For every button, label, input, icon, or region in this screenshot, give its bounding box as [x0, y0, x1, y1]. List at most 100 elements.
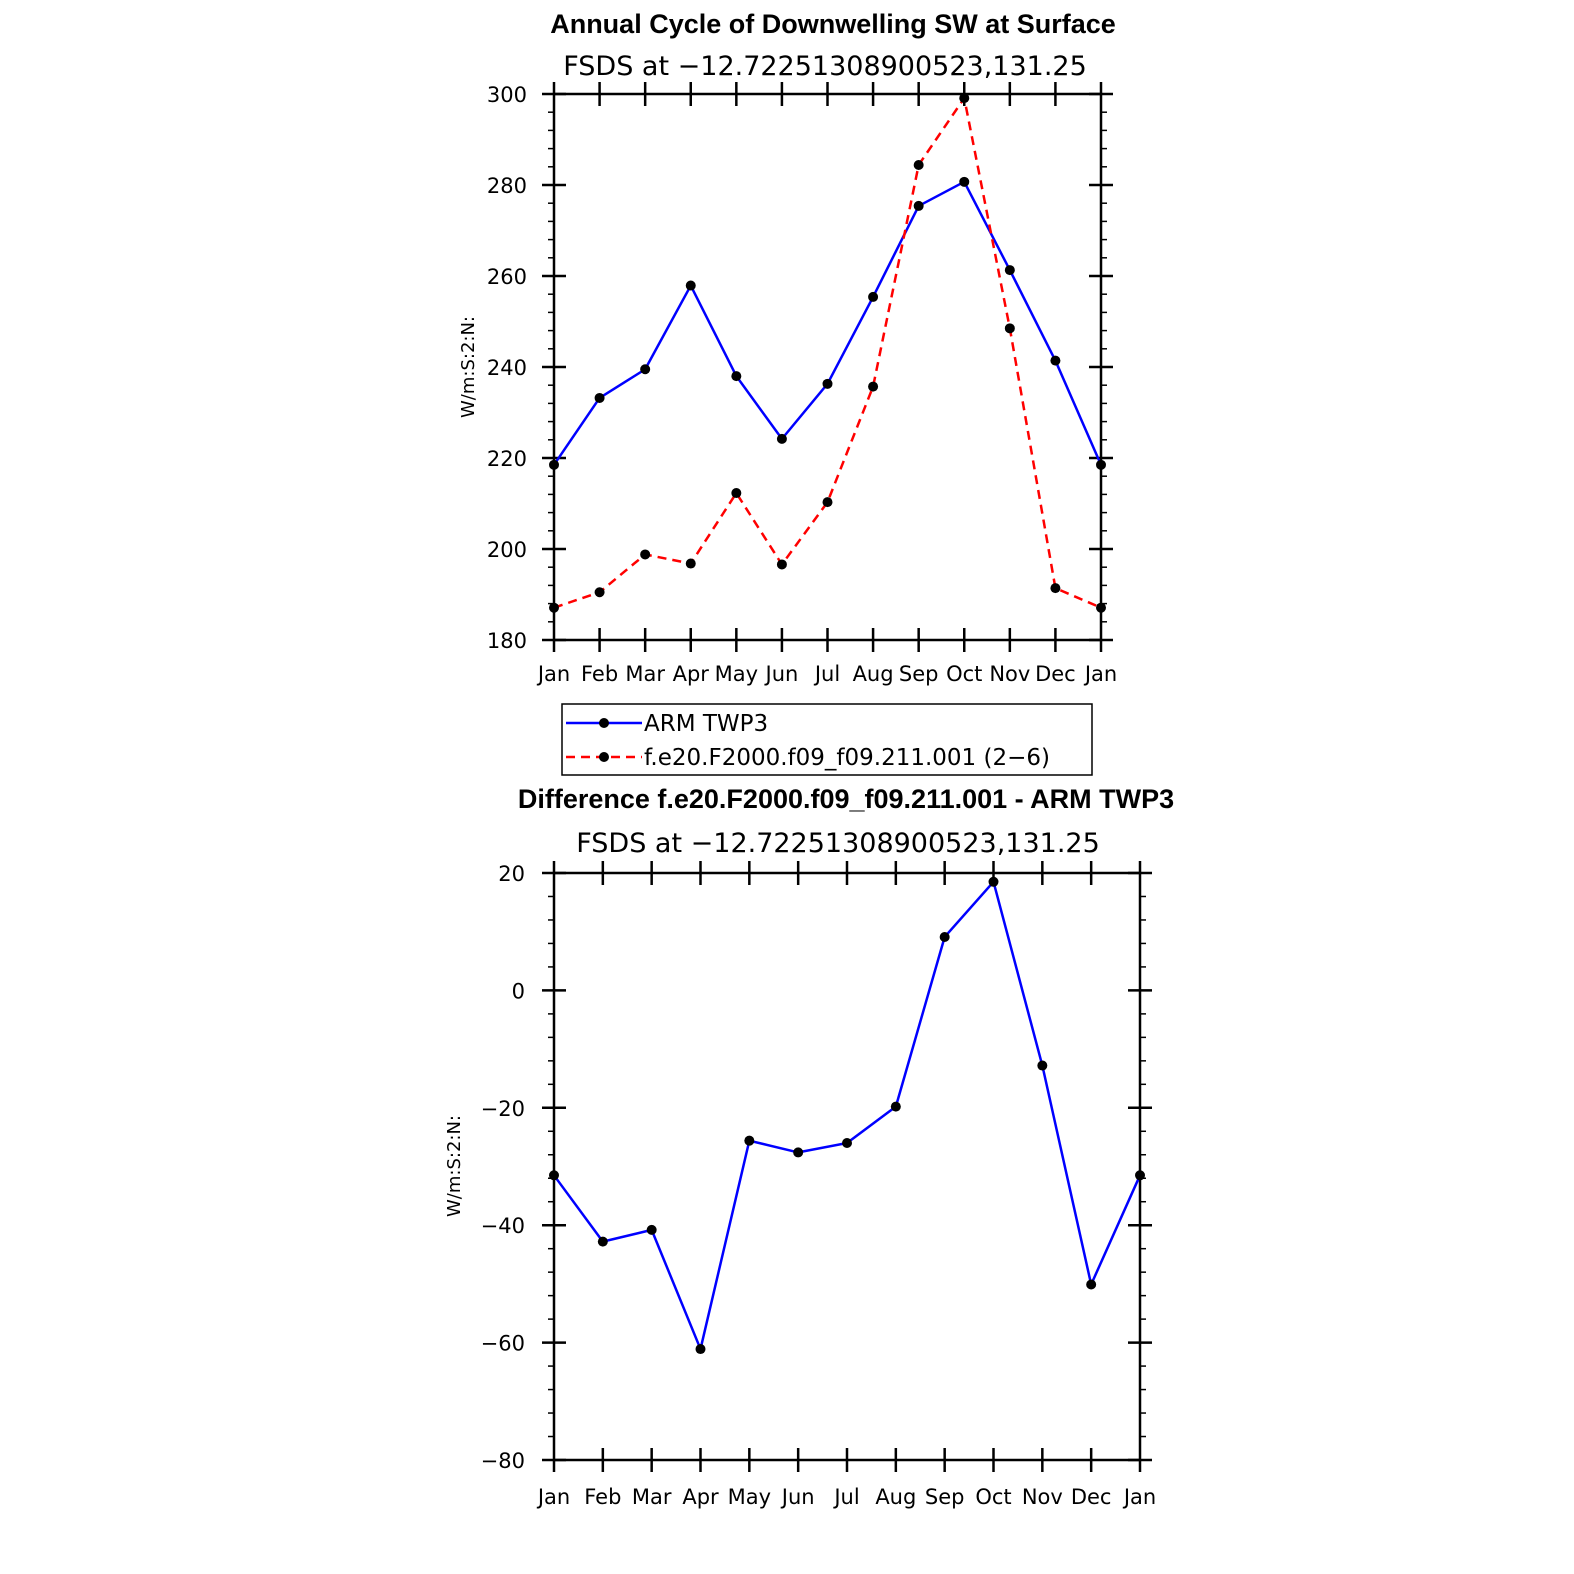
y-tick-label: 260	[487, 265, 527, 289]
series-line-0	[552, 180, 1103, 466]
y-tick-label: 300	[487, 83, 527, 107]
y-tick-label: 220	[487, 447, 527, 471]
series-0-point	[793, 1147, 804, 1158]
chart-title: Annual Cycle of Downwelling SW at Surfac…	[550, 9, 1116, 39]
series-1-point	[1004, 323, 1015, 334]
series-0-point	[731, 371, 742, 382]
axis-ticks	[542, 861, 1152, 1472]
x-tick-label: May	[715, 662, 758, 686]
series-1-point	[685, 558, 696, 569]
series-0-point	[549, 459, 559, 470]
y-tick-label: −40	[481, 1214, 525, 1238]
x-tick-label: Oct	[975, 1485, 1011, 1509]
series-line-0	[552, 880, 1142, 1351]
series-0-point	[890, 1101, 901, 1112]
series-1-point	[1096, 602, 1106, 613]
y-tick-label: −60	[481, 1332, 525, 1356]
x-tick-label: Jul	[832, 1485, 859, 1509]
series-0-point	[744, 1135, 755, 1146]
legend-label-arm: ARM TWP3	[644, 711, 768, 737]
x-tick-label: Feb	[581, 662, 618, 686]
y-tick-label: 240	[487, 356, 527, 380]
x-tick-label: Jan	[536, 662, 570, 686]
y-tick-labels: 180 200 220 240 260 280 300	[487, 83, 527, 653]
x-tick-label: Apr	[682, 1485, 719, 1509]
series-1-point	[640, 549, 651, 560]
x-tick-label: Dec	[1071, 1485, 1112, 1509]
series-0-point	[549, 1170, 559, 1181]
axis-ticks	[542, 82, 1113, 652]
x-tick-label: Nov	[989, 662, 1030, 686]
x-tick-label: Jun	[780, 1485, 815, 1509]
series-0-point	[913, 200, 924, 211]
series-1-point	[594, 587, 605, 598]
x-tick-label: Jan	[1083, 662, 1117, 686]
series-1-point	[549, 602, 559, 613]
y-tick-label: 0	[512, 979, 525, 1003]
annual-cycle-chart: Annual Cycle of Downwelling SW at Surfac…	[458, 9, 1117, 686]
series-0-point	[1086, 1279, 1097, 1290]
y-tick-labels: −80 −60 −40 −20 0 20	[481, 862, 525, 1473]
series-0-point	[1050, 355, 1061, 366]
plot-frame	[552, 871, 1142, 1462]
difference-chart: Difference f.e20.F2000.f09_f09.211.001 -…	[444, 784, 1174, 1509]
series-0-point	[597, 1236, 608, 1247]
series-0-point	[1004, 265, 1015, 276]
series-0-point	[776, 433, 787, 444]
legend-label-model: f.e20.F2000.f09_f09.211.001 (2−6)	[644, 745, 1050, 771]
chart-subtitle: FSDS at −12.72251308900523,131.25	[576, 828, 1100, 859]
x-tick-label: Mar	[625, 662, 665, 686]
series-0-point	[988, 876, 999, 887]
series-0-point	[685, 280, 696, 291]
chart-subtitle: FSDS at −12.72251308900523,131.25	[563, 51, 1087, 82]
y-tick-label: −80	[481, 1449, 525, 1473]
y-axis-label: W/m:S:2:N:	[444, 1115, 465, 1217]
series-0-point	[1037, 1060, 1048, 1071]
series-1-point	[1050, 583, 1061, 594]
series-0-point	[822, 378, 833, 389]
data-series	[549, 876, 1145, 1355]
legend-marker-arm	[599, 718, 609, 728]
series-1-point	[822, 497, 833, 508]
x-tick-label: May	[728, 1485, 771, 1509]
series-0-point	[695, 1344, 706, 1355]
x-tick-label: Nov	[1022, 1485, 1063, 1509]
series-1-point	[776, 559, 787, 570]
x-tick-label: Oct	[946, 662, 982, 686]
series-0-point	[842, 1138, 852, 1149]
y-tick-label: 20	[498, 862, 525, 886]
series-1-point	[868, 381, 879, 392]
legend-marker-model	[599, 752, 609, 762]
x-tick-label: Feb	[584, 1485, 621, 1509]
x-tick-label: Jan	[1122, 1485, 1156, 1509]
series-0-point	[646, 1224, 657, 1235]
series-0-point	[594, 392, 605, 403]
x-tick-label: Jun	[764, 662, 799, 686]
x-tick-label: Sep	[925, 1485, 965, 1509]
series-0-point	[1096, 459, 1106, 470]
y-axis-label: W/m:S:2:N:	[458, 316, 479, 418]
plot-frame	[552, 92, 1103, 642]
x-tick-label: Apr	[673, 662, 710, 686]
legend-box	[561, 703, 1093, 776]
x-tick-label: Aug	[853, 662, 894, 686]
chart-title: Difference f.e20.F2000.f09_f09.211.001 -…	[518, 784, 1174, 814]
series-0-point	[640, 364, 651, 375]
series-0-point	[868, 291, 879, 302]
x-tick-labels: Jan Feb Mar Apr May Jun Jul Aug Sep Oct Nov Dec Jan	[536, 662, 1117, 686]
x-tick-label: Sep	[899, 662, 939, 686]
x-tick-labels: Jan Feb Mar Apr May Jun Jul Aug Sep Oct Nov Dec Jan	[536, 1485, 1156, 1509]
x-tick-label: Jan	[536, 1485, 570, 1509]
y-tick-label: 180	[487, 629, 527, 653]
legend: ARM TWP3 f.e20.F2000.f09_f09.211.001 (2−…	[561, 703, 1093, 776]
series-line-1	[553, 96, 1102, 609]
y-tick-label: 200	[487, 538, 527, 562]
x-tick-label: Aug	[875, 1485, 916, 1509]
x-tick-label: Dec	[1035, 662, 1076, 686]
x-tick-label: Jul	[813, 662, 840, 686]
data-series	[549, 93, 1106, 613]
series-0-point	[1135, 1170, 1145, 1181]
y-tick-label: 280	[487, 174, 527, 198]
x-tick-label: Mar	[632, 1485, 672, 1509]
series-1-point	[959, 93, 970, 104]
